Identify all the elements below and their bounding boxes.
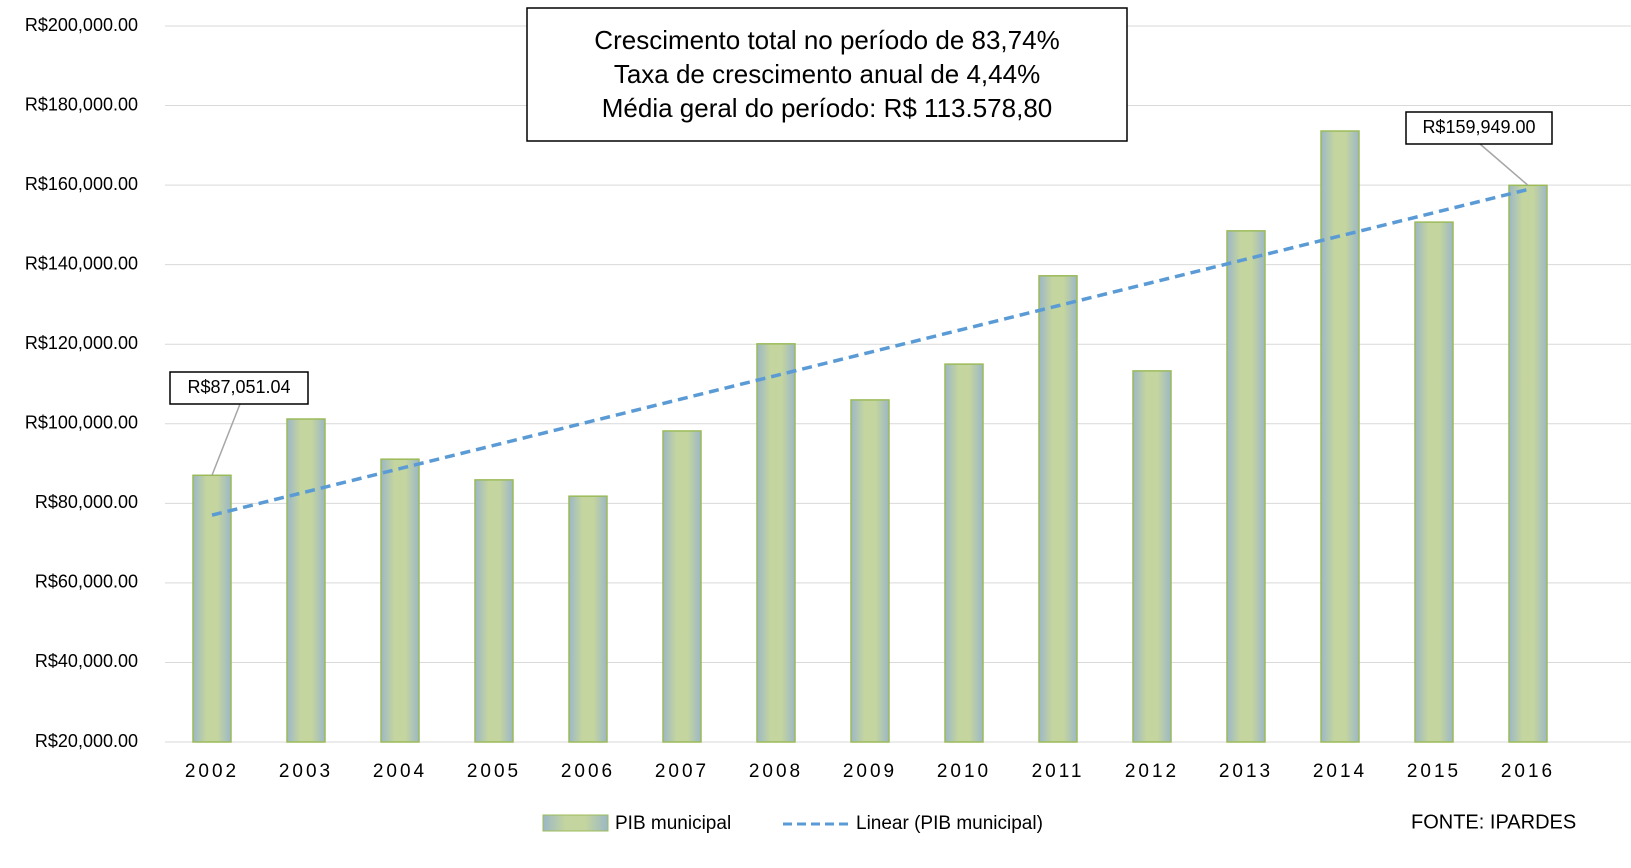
- bar: [1320, 130, 1360, 743]
- y-tick-label: R$160,000.00: [25, 174, 138, 194]
- bar: [380, 458, 420, 743]
- x-tick-label: 2002: [185, 761, 239, 782]
- x-tick-label: 2009: [843, 761, 897, 782]
- y-tick-label: R$40,000.00: [35, 651, 138, 671]
- bar: [756, 343, 796, 743]
- y-tick-label: R$120,000.00: [25, 333, 138, 353]
- y-tick-label: R$180,000.00: [25, 94, 138, 114]
- annotation: Crescimento total no período de 83,74%: [594, 25, 1059, 55]
- bar: [1508, 184, 1548, 743]
- x-tick-label: 2011: [1032, 761, 1085, 782]
- x-tick-label: 2015: [1407, 761, 1461, 782]
- x-tick-label: 2005: [467, 761, 521, 782]
- y-tick-label: R$80,000.00: [35, 492, 138, 512]
- bar: [568, 495, 608, 743]
- leader-line: [1479, 143, 1529, 186]
- x-tick-label: 2006: [561, 761, 615, 782]
- y-tick-label: R$140,000.00: [25, 253, 138, 273]
- x-tick-label: 2013: [1219, 761, 1273, 782]
- x-tick-label: 2010: [937, 761, 991, 782]
- bar: [474, 479, 514, 743]
- bar: [1226, 230, 1266, 743]
- legend-label: Linear (PIB municipal): [856, 813, 1043, 834]
- data-label: R$159,949.00: [1422, 117, 1535, 137]
- annotation: Média geral do período: R$ 113.578,80: [602, 93, 1053, 123]
- x-tick-label: 2007: [655, 761, 709, 782]
- bar: [662, 430, 702, 743]
- bar: [850, 399, 890, 743]
- x-tick-label: 2003: [279, 761, 333, 782]
- legend-swatch: [542, 814, 609, 832]
- bar: [192, 474, 232, 743]
- y-tick-label: R$200,000.00: [25, 15, 138, 35]
- trendline: [211, 187, 1529, 517]
- bar: [1414, 221, 1454, 743]
- annotation: Taxa de crescimento anual de 4,44%: [614, 59, 1040, 89]
- source: FONTE: IPARDES: [1411, 811, 1576, 833]
- data-label: R$87,051.04: [187, 377, 290, 397]
- label-box: [1405, 111, 1553, 145]
- y-tick-label: R$100,000.00: [25, 413, 138, 433]
- bar: [944, 363, 984, 743]
- bar: [1038, 275, 1078, 743]
- x-tick-label: 2008: [749, 761, 803, 782]
- annotation-box: [526, 7, 1128, 142]
- x-tick-label: 2014: [1313, 761, 1367, 782]
- bar: [286, 418, 326, 743]
- legend-label: PIB municipal: [615, 813, 731, 834]
- y-tick-label: R$20,000.00: [35, 731, 138, 751]
- x-tick-label: 2012: [1125, 761, 1179, 782]
- bar: [1132, 370, 1172, 743]
- label-box: [169, 371, 309, 405]
- leader-line: [211, 403, 241, 476]
- y-tick-label: R$60,000.00: [35, 572, 138, 592]
- x-tick-label: 2016: [1501, 761, 1555, 782]
- x-tick-label: 2004: [373, 761, 427, 782]
